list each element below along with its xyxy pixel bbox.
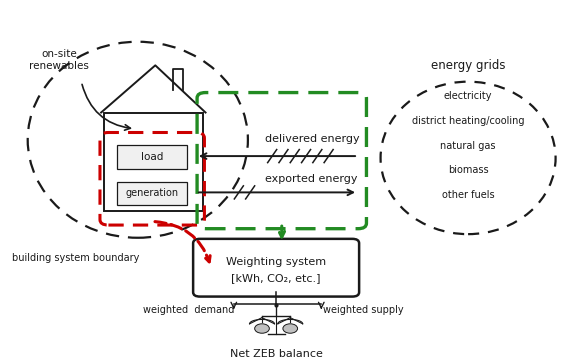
Circle shape (283, 324, 297, 333)
Text: other fuels: other fuels (442, 190, 494, 200)
Text: weighted  demand: weighted demand (143, 305, 234, 315)
Text: generation: generation (125, 188, 179, 198)
Text: electricity: electricity (444, 91, 492, 101)
Text: exported energy: exported energy (265, 174, 357, 184)
Text: delivered energy: delivered energy (265, 134, 360, 144)
Circle shape (254, 324, 270, 333)
Text: district heating/cooling: district heating/cooling (412, 116, 524, 126)
Text: Weighting system: Weighting system (226, 257, 326, 268)
Text: natural gas: natural gas (440, 140, 496, 151)
Text: energy grids: energy grids (431, 59, 505, 72)
Text: load: load (141, 152, 163, 162)
Bar (117, 145, 188, 169)
Text: [kWh, CO₂, etc.]: [kWh, CO₂, etc.] (231, 273, 321, 283)
Bar (104, 113, 203, 211)
Bar (117, 182, 188, 205)
Text: Net ZEB balance: Net ZEB balance (229, 349, 322, 359)
Text: weighted supply: weighted supply (323, 305, 404, 315)
Text: biomass: biomass (448, 165, 489, 175)
Text: building system boundary: building system boundary (12, 253, 139, 263)
Text: on-site
renewables: on-site renewables (29, 49, 89, 71)
FancyBboxPatch shape (193, 239, 359, 297)
